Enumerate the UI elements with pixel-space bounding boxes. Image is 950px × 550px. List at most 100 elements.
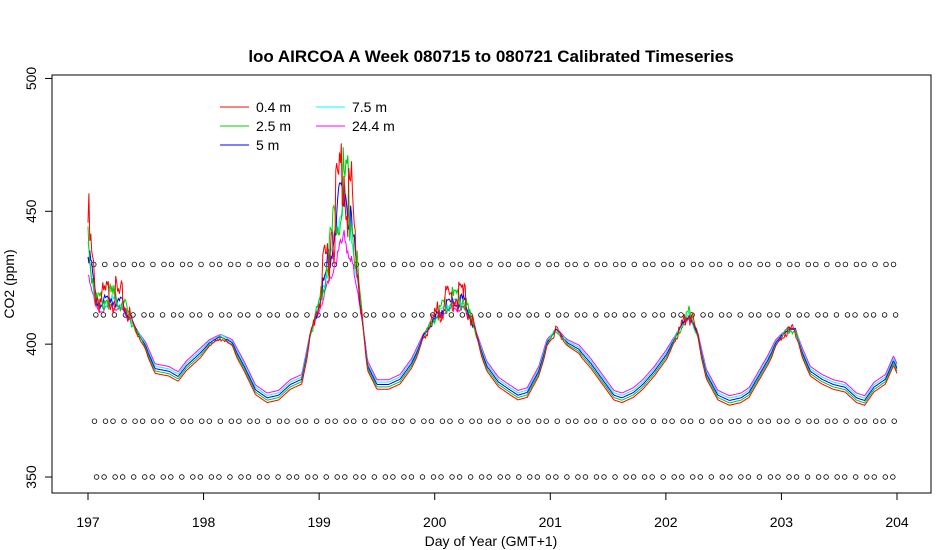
marker-point xyxy=(764,261,771,268)
marker-point xyxy=(716,261,723,268)
marker-point xyxy=(554,418,560,424)
marker-point xyxy=(487,261,493,268)
marker-point xyxy=(708,474,714,480)
marker-point xyxy=(728,418,734,424)
marker-point xyxy=(245,312,251,318)
marker-point xyxy=(861,261,867,268)
marker-point xyxy=(727,261,734,268)
marker-point xyxy=(824,418,831,424)
x-tick-label: 201 xyxy=(539,514,563,530)
marker-point xyxy=(102,418,109,424)
marker-point xyxy=(497,474,503,480)
marker-point xyxy=(775,474,781,480)
marker-point xyxy=(813,261,819,268)
marker-point xyxy=(486,474,492,480)
marker-point xyxy=(736,418,742,424)
marker-point xyxy=(756,312,762,318)
marker-point xyxy=(793,474,800,480)
marker-point xyxy=(382,474,389,480)
marker-point xyxy=(209,261,215,268)
marker-point xyxy=(660,474,666,480)
marker-point xyxy=(719,474,726,480)
marker-point xyxy=(439,261,445,268)
marker-point xyxy=(371,474,378,480)
marker-point xyxy=(516,261,523,268)
marker-point xyxy=(285,312,292,318)
marker-point xyxy=(748,312,754,318)
marker-point xyxy=(718,312,725,318)
x-tick-label: 200 xyxy=(423,514,447,530)
marker-point xyxy=(717,418,723,424)
marker-point xyxy=(650,418,657,424)
marker-point xyxy=(438,474,444,480)
marker-point xyxy=(284,418,290,424)
marker-point xyxy=(621,418,627,424)
plot-frame xyxy=(51,74,932,494)
marker-point xyxy=(622,312,629,318)
marker-point xyxy=(246,261,252,268)
marker-point xyxy=(247,418,253,424)
x-tick-label: 197 xyxy=(76,514,100,530)
marker-point xyxy=(342,261,349,268)
marker-point xyxy=(535,261,541,268)
marker-point xyxy=(93,312,99,318)
marker-point xyxy=(411,312,417,318)
marker-point xyxy=(256,474,263,480)
marker-point xyxy=(112,474,118,480)
marker-point xyxy=(583,261,589,268)
marker-point xyxy=(746,261,752,268)
marker-point xyxy=(709,261,715,268)
marker-point xyxy=(620,261,626,268)
marker-point xyxy=(623,474,629,480)
marker-point xyxy=(150,261,156,268)
x-tick-label: 203 xyxy=(770,514,794,530)
y-tick-label: 350 xyxy=(23,465,39,489)
marker-point xyxy=(861,418,868,424)
x-tick-label: 199 xyxy=(307,514,331,530)
marker-point xyxy=(468,261,475,268)
marker-point xyxy=(892,312,899,318)
marker-point xyxy=(727,474,733,480)
marker-point xyxy=(410,418,416,424)
y-axis-label: CO2 (ppm) xyxy=(1,249,17,318)
marker-point xyxy=(196,312,203,318)
legend-label: 7.5 m xyxy=(352,99,387,115)
marker-point xyxy=(709,418,716,424)
marker-point xyxy=(602,261,608,268)
marker-point xyxy=(680,418,686,424)
marker-point xyxy=(661,261,667,268)
marker-point xyxy=(698,418,705,424)
marker-point xyxy=(324,418,331,424)
marker-point xyxy=(883,261,889,268)
marker-point xyxy=(420,261,426,268)
marker-point xyxy=(141,474,148,480)
marker-point xyxy=(776,418,783,424)
marker-point xyxy=(505,474,511,480)
marker-point xyxy=(546,261,552,268)
marker-point xyxy=(179,261,186,268)
marker-point xyxy=(612,474,618,480)
marker-point xyxy=(485,312,492,318)
marker-point xyxy=(286,474,292,480)
marker-point xyxy=(304,312,310,318)
marker-point xyxy=(613,418,620,424)
marker-point xyxy=(844,312,851,318)
marker-point xyxy=(245,474,252,480)
marker-point xyxy=(312,474,318,480)
legend: 0.4 m 2.5 m 5 m 7.5 m 24.4 m xyxy=(220,99,395,153)
marker-point xyxy=(543,418,549,424)
marker-point xyxy=(430,312,436,318)
marker-point xyxy=(872,418,879,424)
marker-point xyxy=(361,261,367,268)
marker-point xyxy=(707,312,714,318)
marker-point xyxy=(274,312,281,318)
marker-point xyxy=(428,261,434,268)
marker-point xyxy=(448,312,455,318)
marker-point xyxy=(593,474,600,480)
marker-point xyxy=(343,418,349,424)
marker-point xyxy=(341,312,347,318)
marker-point xyxy=(370,312,377,318)
marker-point xyxy=(257,261,263,268)
marker-point xyxy=(506,418,512,424)
marker-point xyxy=(815,474,822,480)
